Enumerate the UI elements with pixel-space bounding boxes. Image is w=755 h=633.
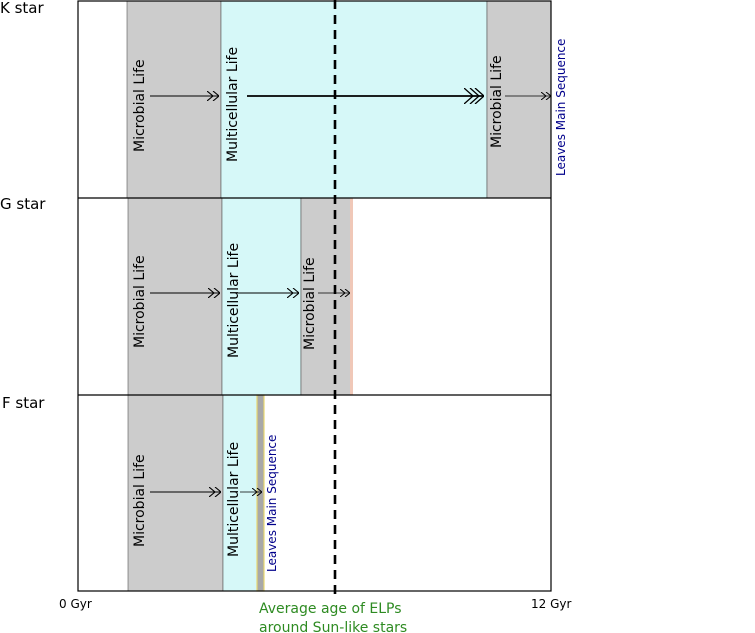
f-star-row: F star Microbial Life Multicellular Life… [2,394,279,592]
f-multicellular-band [222,394,258,592]
g-end-edge [350,198,353,395]
k-star-row: K star Microbial Life Multicellular Life… [0,0,568,199]
g-star-row: G star Microbial Life Multicellular Life… [0,195,353,396]
f-star-label: F star [2,394,45,412]
k-multicellular-label: Multicellular Life [225,47,241,162]
f-microbial-label: Microbial Life [132,454,148,547]
k-late-microbial-band [486,0,552,199]
k-late-microbial-label: Microbial Life [489,55,505,148]
diagram-frame [77,0,552,592]
axis-start-label: 0 Gyr [59,597,92,611]
g-microbial-band [127,197,223,396]
g-star-label: G star [0,195,46,213]
g-microbial-label: Microbial Life [132,255,148,348]
average-age-caption-line1: Average age of ELPs [259,601,402,617]
k-star-label: K star [0,0,44,17]
axis-end-label: 12 Gyr [531,597,571,611]
f-leaves-main-sequence-label: Leaves Main Sequence [265,435,279,572]
g-multicellular-label: Multicellular Life [226,243,242,358]
f-end-edge [256,394,265,592]
k-microbial-band [126,0,222,199]
average-age-caption-line2: around Sun-like stars [259,620,407,633]
g-late-microbial-label: Microbial Life [302,257,318,350]
f-microbial-band [127,394,224,592]
k-leaves-main-sequence-label: Leaves Main Sequence [554,39,568,176]
k-multicellular-band [220,0,488,199]
f-multicellular-label: Multicellular Life [226,442,242,557]
k-microbial-label: Microbial Life [132,59,148,152]
